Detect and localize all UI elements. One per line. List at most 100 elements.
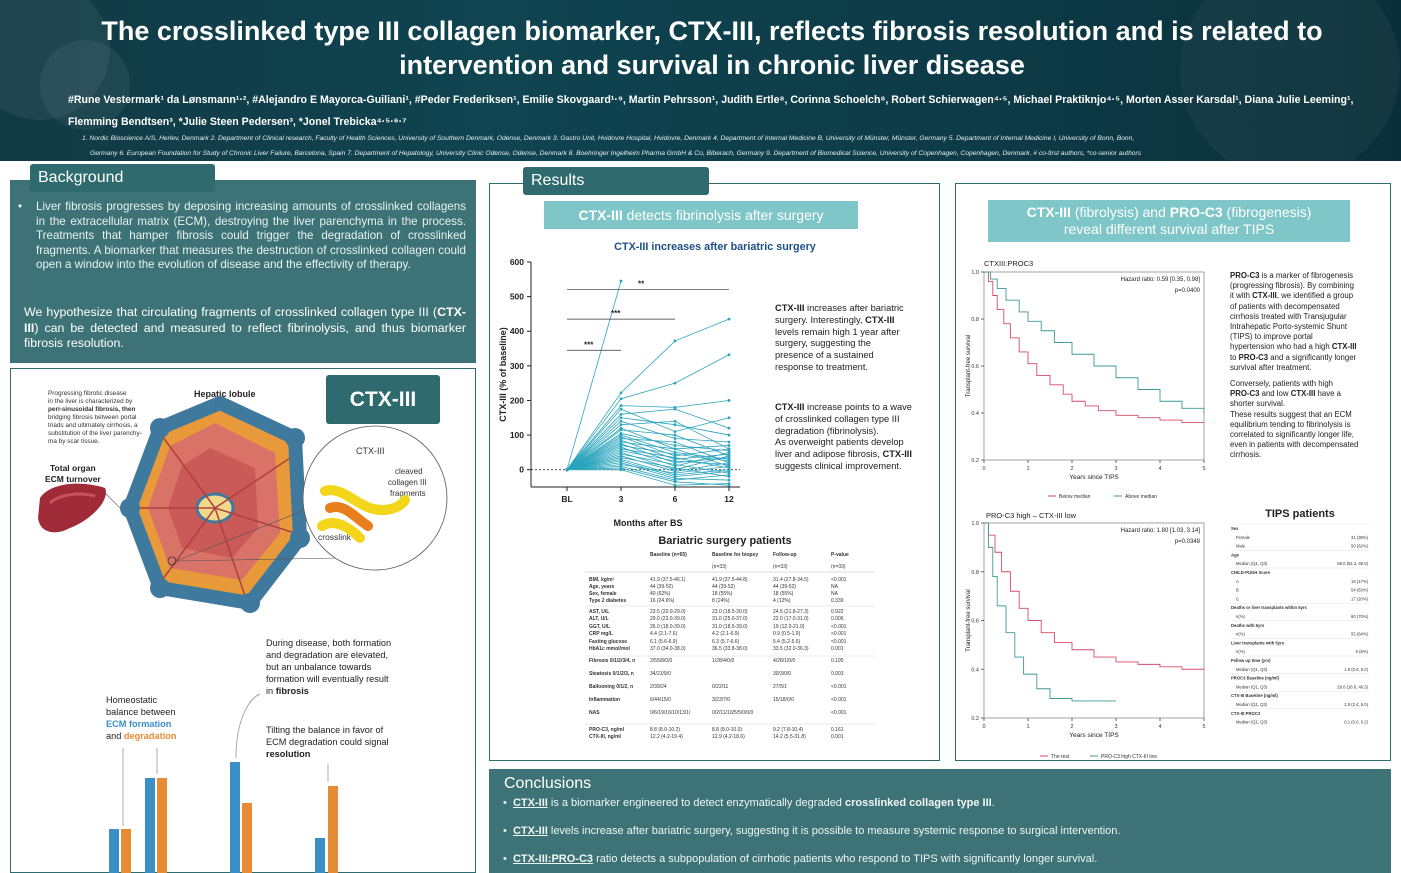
y-tick-label: 400 — [510, 326, 524, 336]
patient-line — [566, 465, 730, 481]
patient-point — [673, 423, 677, 427]
patient-point — [673, 407, 677, 411]
table-cell: 0/2/11/10/5/5/0/0/0 — [712, 710, 754, 716]
table-subheader: (n=33) — [712, 564, 727, 570]
x-axis-label: Years since TIPS — [1069, 474, 1119, 481]
results-text-1: CTX-III increases after bariatric surger… — [775, 303, 904, 372]
y-tick-label: 600 — [510, 257, 524, 267]
progressing-text: substitution of the liver parenchy- — [48, 430, 142, 437]
tips-table-cell: n(%) — [1236, 614, 1245, 619]
patient-point — [619, 391, 623, 395]
y-tick-label: 0.4 — [971, 411, 979, 417]
x-axis-label: Months after BS — [613, 518, 682, 528]
table-cell: 0.001 — [831, 646, 844, 652]
patient-line — [566, 464, 730, 474]
y-tick-label: 500 — [510, 292, 524, 302]
patient-point — [727, 317, 731, 321]
tips-table-cell: 60 (70%) — [1351, 614, 1369, 619]
homeostatic-text: ECM formation — [106, 719, 172, 729]
patient-line — [566, 408, 730, 470]
y-tick-label: 100 — [510, 430, 524, 440]
tips-table-cell: Sex — [1231, 526, 1239, 531]
patient-point — [619, 412, 623, 416]
table-header: P-value — [831, 552, 849, 558]
table-cell: CTX-III, ng/ml — [589, 734, 622, 740]
table-cell: GGT, U/L — [589, 624, 610, 630]
legend-label: PRO-C3 high CTX-III low — [1101, 754, 1157, 760]
tips-table-cell: Age — [1231, 552, 1240, 557]
tilting-text: resolution — [266, 749, 311, 759]
y-axis-label: Transplant-free survival — [966, 335, 972, 397]
degradation-bar — [242, 803, 252, 873]
patient-point — [619, 397, 623, 401]
homeostatic-text: and degradation — [106, 731, 177, 741]
legend-label: Above median — [1125, 494, 1157, 500]
y-tick-label: 0.2 — [971, 716, 979, 722]
table-subheader: (n=33) — [831, 564, 846, 570]
formation-bar — [145, 778, 155, 873]
patient-line — [566, 453, 730, 474]
patient-point — [673, 339, 677, 343]
conclusion-item: • CTX-III:PRO-C3 ratio detects a subpopu… — [503, 853, 1098, 865]
y-axis-label: Transplant-free survival — [966, 589, 972, 651]
table-cell: ALT, U/L — [589, 616, 609, 622]
progressing-text: in the liver is characterized by — [48, 398, 133, 405]
patient-point — [673, 480, 677, 484]
hepatic-lobule-icon — [120, 396, 310, 613]
table-cell: Type 2 diabetes — [589, 598, 626, 604]
table-cell: 9.2 (7.8-10.4) — [773, 727, 803, 733]
table-cell: 8.8 (8.0-10.2) — [650, 727, 680, 733]
km-title: CTXIII:PROC3 — [984, 259, 1033, 268]
results-text-2: CTX-III increase points to a wave of cro… — [775, 402, 912, 471]
tips-table-cell: Deaths or liver transplants within 5yrs — [1231, 605, 1308, 610]
table-cell: NA — [831, 584, 839, 590]
table-cell: 4.4 (2.1-7.6) — [650, 631, 678, 637]
table-cell: 37.0 (34.0-38.0) — [650, 646, 686, 652]
hypothesis-text: We hypothesize that circulating fragment… — [24, 305, 466, 350]
table-cell: Age, years — [589, 584, 615, 590]
table-cell: PRO-C3, ng/ml — [589, 727, 625, 733]
tips-table-cell: B — [1236, 588, 1239, 593]
patient-line — [566, 432, 730, 471]
decor-bubble — [40, 40, 130, 130]
patient-point — [619, 279, 623, 283]
patient-point — [673, 471, 677, 475]
patient-line — [566, 445, 730, 471]
conclusions-panel: Conclusions • CTX-III is a biomarker eng… — [489, 769, 1391, 873]
homeostatic-text: balance between — [106, 707, 175, 717]
y-tick-label: 300 — [510, 361, 524, 371]
table-cell: Fasting glucose — [589, 639, 627, 645]
tips-table-cell: 58.0 (52.3, 65.0) — [1337, 561, 1368, 566]
y-tick-label: 0 — [519, 465, 524, 475]
tilting-text: ECM degradation could signal — [266, 737, 389, 747]
patient-point — [727, 416, 731, 420]
progressing-text: triads and ultimately cirrhosis, a — [48, 422, 138, 429]
tips-table-cell: Liver transplants with 5yrs — [1231, 640, 1285, 645]
km-frame — [983, 522, 1205, 719]
table-cell: 4/28/1/0/0 — [773, 658, 795, 664]
conclusions-title: Conclusions — [504, 775, 592, 792]
patient-point — [673, 433, 677, 437]
patient-point — [727, 426, 731, 430]
table-cell: 41.9 (37.5-46.1) — [650, 577, 686, 583]
tips-table-cell: 29.0 (18.8, 46.3) — [1337, 684, 1368, 689]
table-cell: 33.5 (32.0-36.3) — [773, 646, 809, 652]
patient-point — [673, 466, 677, 470]
table-cell: BMI, kg/m² — [589, 577, 615, 583]
table-cell: 40 (62%) — [650, 591, 671, 597]
table-cell: 30/3/0/0 — [773, 671, 791, 677]
patient-point — [673, 456, 677, 459]
patient-point — [673, 440, 677, 444]
x-axis-label: Years since TIPS — [1069, 732, 1119, 739]
patient-line — [566, 462, 730, 481]
patient-point — [619, 468, 623, 472]
table-cell: 16 (24.6%) — [650, 598, 675, 604]
ctx-iii-badge: CTX-III — [326, 375, 440, 424]
x-tick-label: 3 — [1114, 724, 1117, 730]
patient-point — [727, 353, 731, 357]
tips-table-cell: Median (Q1, Q3) — [1236, 684, 1268, 689]
patient-point — [619, 404, 623, 408]
x-tick-label: 1 — [1026, 724, 1029, 730]
during-text: but an unbalance towards — [266, 662, 372, 672]
table-cell: 24.5 (21.8-27.3) — [773, 609, 809, 615]
